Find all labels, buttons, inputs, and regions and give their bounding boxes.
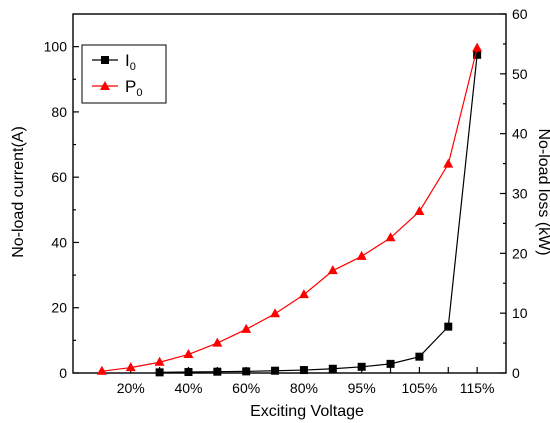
series-line-p0 [101, 47, 478, 372]
legend-marker-p0 [100, 81, 110, 90]
data-point-i0 [242, 367, 251, 376]
legend-box [81, 44, 167, 104]
axes: 0 20 40 60 80 100 0 10 20 30 40 50 60 20% 40% 60% 80% 95%… [44, 6, 528, 396]
y2-tick-label: 30 [512, 186, 528, 202]
data-point-p0 [270, 308, 281, 318]
x-tick-label: 40% [174, 380, 202, 396]
data-point-i0 [299, 366, 308, 375]
y-tick-label: 100 [44, 39, 68, 55]
data-point-p0 [443, 158, 454, 168]
x-tick-label: 20% [117, 380, 145, 396]
data-point-p0 [212, 337, 223, 347]
data-point-p0 [385, 232, 396, 242]
data-point-p0 [154, 356, 165, 366]
legend-marker-i0 [101, 56, 109, 64]
data-point-p0 [125, 362, 136, 372]
data-point-i0 [386, 359, 395, 368]
data-point-p0 [298, 289, 309, 299]
y-tick-label: 20 [51, 300, 67, 316]
y-tick-label: 60 [51, 169, 67, 185]
x-axis-title: Exciting Voltage [250, 403, 364, 420]
x-tick-label: 60% [232, 380, 260, 396]
y2-axis-title: No-load loss (kW) [535, 128, 550, 255]
y-tick-label: 40 [51, 234, 67, 250]
series-line-i0 [159, 54, 478, 373]
x-tick-label: 105% [401, 380, 437, 396]
data-point-i0 [444, 322, 453, 331]
x-tick-label: 95% [348, 380, 376, 396]
legend-label-p0: P0 [125, 77, 142, 99]
y-tick-label: 0 [59, 365, 67, 381]
data-point-i0 [328, 364, 337, 373]
y2-tick-label: 10 [512, 305, 528, 321]
data-point-i0 [415, 352, 424, 361]
data-point-i0 [473, 50, 482, 59]
series-layer [96, 42, 483, 377]
data-point-p0 [356, 250, 367, 260]
data-point-p0 [96, 365, 107, 375]
data-point-i0 [357, 362, 366, 371]
y2-tick-label: 60 [512, 6, 528, 22]
y2-tick-label: 40 [512, 126, 528, 142]
data-point-i0 [155, 368, 164, 377]
legend: I0 P0 [81, 44, 167, 104]
data-point-p0 [183, 348, 194, 358]
data-point-i0 [184, 368, 193, 377]
data-point-p0 [241, 323, 252, 333]
data-point-p0 [472, 42, 483, 52]
x-tick-label: 115% [460, 380, 495, 396]
data-point-i0 [271, 366, 280, 375]
data-point-i0 [213, 367, 222, 376]
y-axis-title: No-load current(A) [10, 126, 27, 258]
y-tick-label: 80 [51, 104, 67, 120]
data-point-p0 [414, 205, 425, 215]
y2-tick-label: 50 [512, 66, 528, 82]
data-point-p0 [327, 265, 338, 275]
x-tick-label: 80% [290, 380, 318, 396]
y2-tick-label: 20 [512, 245, 528, 261]
legend-label-i0: I0 [125, 51, 136, 73]
y2-tick-label: 0 [512, 365, 520, 381]
